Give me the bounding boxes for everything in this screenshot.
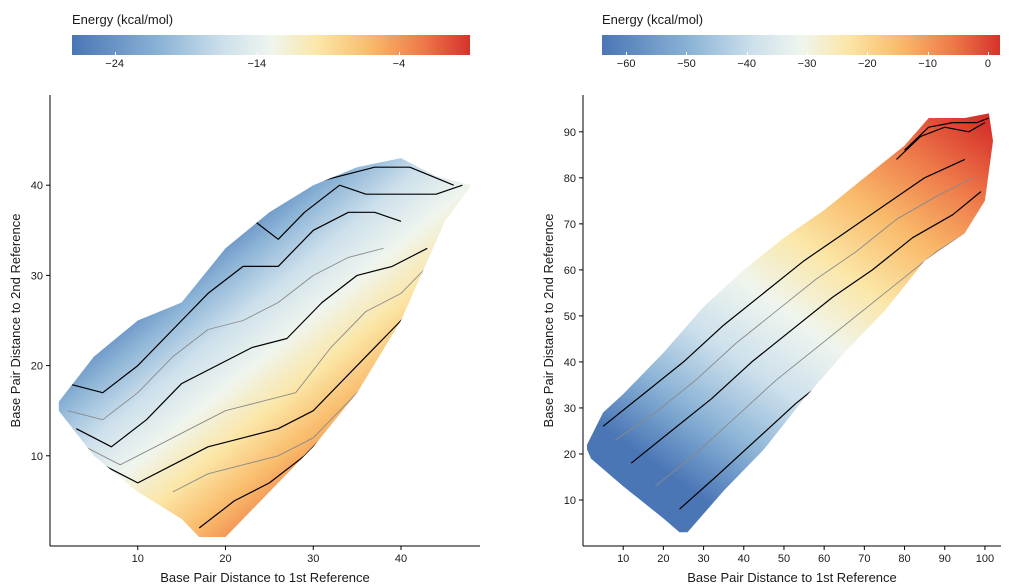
y-axis-title: Base Pair Distance to 2nd Reference: [541, 214, 556, 428]
colorbar-tick-label: −40: [737, 58, 757, 70]
x-tick-label: 30: [307, 553, 319, 565]
colorbar-tick-label: −4: [392, 58, 406, 70]
colorbar: [602, 35, 1000, 55]
contour-line: [84, 257, 437, 466]
colorbar: [72, 35, 470, 55]
colorbar-tick-label: −14: [247, 58, 267, 70]
heatmap-region: [58, 158, 472, 537]
x-tick-label: 70: [858, 553, 870, 565]
colorbar-tick: [987, 52, 989, 55]
colorbar-tick: [807, 52, 809, 55]
x-tick-label: 50: [778, 553, 790, 565]
x-tick-label: 10: [132, 553, 144, 565]
contour-line: [904, 117, 990, 151]
heatmap-region: [587, 113, 993, 533]
contour-line: [67, 247, 384, 421]
legend-title: Energy (kcal/mol): [602, 12, 704, 27]
x-tick-label: 90: [939, 553, 951, 565]
colorbar-tick: [626, 52, 628, 55]
contour-line: [602, 158, 966, 427]
y-tick-label: 40: [31, 180, 43, 192]
y-tick-label: 10: [31, 451, 43, 463]
y-tick-label: 40: [564, 357, 576, 369]
colorbar-tick-label: 0: [984, 58, 991, 70]
y-tick-label: 90: [564, 127, 576, 139]
contour-line: [67, 211, 402, 394]
colorbar-tick: [746, 52, 748, 55]
x-tick-label: 60: [818, 553, 830, 565]
contour-line: [896, 122, 986, 160]
y-tick-label: 30: [31, 270, 43, 282]
colorbar-tick-label: −50: [677, 58, 696, 70]
x-tick-label: 80: [898, 553, 910, 565]
y-axis-title: Base Pair Distance to 2nd Reference: [8, 214, 23, 428]
colorbar-tick-label: −24: [105, 58, 124, 70]
y-tick-label: 30: [564, 403, 576, 415]
colorbar-tick: [686, 52, 688, 55]
contour-line: [614, 177, 974, 441]
colorbar-tick-label: −20: [857, 58, 877, 70]
x-tick-label: 100: [976, 553, 994, 565]
chart-panel-right: Energy (kcal/mol) 10 20 30 40 50 60 70 80 90 100 1…: [507, 0, 1013, 588]
y-tick-label: 80: [564, 173, 576, 185]
x-tick-label: 20: [219, 553, 231, 565]
heatmap-plot-right: 10 20 30 40 50 60 70 80 90 100 10 20 30 40 50 60 70 80 90 B…: [541, 95, 1001, 585]
colorbar-tick: [927, 52, 929, 55]
x-axis-title: Base Pair Distance to 1st Reference: [160, 570, 370, 585]
x-axis-title: Base Pair Distance to 1st Reference: [687, 570, 897, 585]
contour-line: [76, 247, 428, 448]
x-tick-label: 40: [395, 553, 407, 565]
y-tick-label: 20: [564, 449, 576, 461]
x-tick-label: 40: [738, 553, 750, 565]
colorbar-tick: [256, 52, 258, 55]
x-tick-label: 10: [617, 553, 629, 565]
y-tick-label: 10: [564, 495, 576, 507]
y-tick-label: 20: [31, 361, 43, 373]
colorbar-tick: [114, 52, 116, 55]
legend-title: Energy (kcal/mol): [72, 12, 174, 27]
colorbar-tick: [398, 52, 400, 55]
y-tick-label: 60: [564, 265, 576, 277]
x-tick-label: 20: [657, 553, 669, 565]
colorbar-tick-label: −30: [797, 58, 817, 70]
colorbar-tick-label: −10: [918, 58, 937, 70]
colorbar-tick: [867, 52, 869, 55]
colorbar-tick-label: −60: [616, 58, 636, 70]
contour-line: [102, 266, 446, 484]
y-tick-label: 50: [564, 311, 576, 323]
y-tick-label: 70: [564, 219, 576, 231]
contour-line: [655, 228, 974, 487]
heatmap-plot-left: 10 20 30 40 10 20 30 40 Base Pair Distance to 1s…: [8, 95, 480, 585]
contour-line: [630, 191, 982, 464]
chart-panel-left: Energy (kcal/mol) 10 20 30 40 10 20 30 40 Base P…: [0, 0, 506, 588]
x-tick-label: 30: [697, 553, 709, 565]
